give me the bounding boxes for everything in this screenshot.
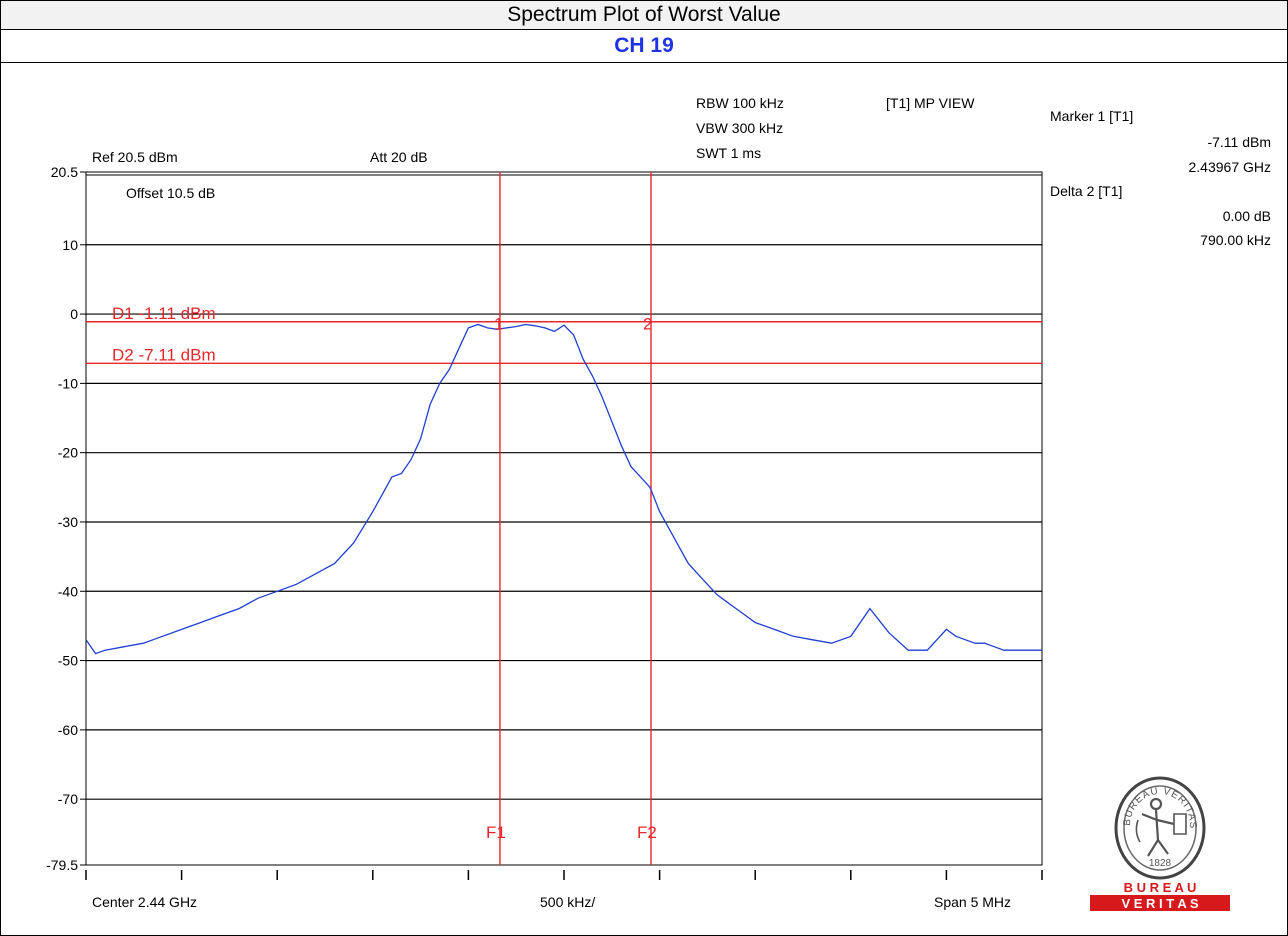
offset-label: Offset 10.5 dB [126, 185, 215, 201]
grid-lines [86, 174, 1042, 800]
delta2-title: Delta 2 [T1] [1050, 183, 1122, 199]
display-line-label: D2 -7.11 dBm [112, 345, 216, 364]
y-tick-label: -70 [58, 791, 78, 807]
marker-label: 1 [494, 314, 503, 333]
frequency-line-label: F2 [637, 823, 657, 842]
ref-level-label: Ref 20.5 dBm [92, 149, 178, 165]
channel-label: CH 19 [1, 30, 1287, 63]
plot-border [85, 171, 1043, 866]
y-axis-ticks: 20.5 10 0 -10 -20 -30 -40 -50 -60 -70 -79.5 [46, 164, 86, 873]
marker1-level: -7.11 dBm [1207, 134, 1271, 150]
rbw-label: RBW 100 kHz [696, 95, 784, 111]
marker1-frequency: 2.43967 GHz [1189, 159, 1272, 175]
center-frequency-label: Center 2.44 GHz [92, 894, 197, 910]
frequency-line-label: F1 [486, 823, 506, 842]
y-tick-label: 10 [62, 237, 78, 253]
marker-label: 2 [643, 314, 652, 333]
trace-line [85, 323, 1042, 655]
y-tick-label: -50 [58, 653, 78, 669]
display-lines: D1 -1.11 dBm D2 -7.11 dBm [86, 304, 1042, 364]
per-division-label: 500 kHz/ [540, 894, 595, 910]
frequency-lines: F1 F2 [486, 172, 657, 865]
y-tick-label: 0 [70, 306, 78, 322]
page-title: Spectrum Plot of Worst Value [1, 1, 1287, 30]
swt-label: SWT 1 ms [696, 145, 761, 161]
seal-year: 1828 [1149, 858, 1172, 869]
logo-top-band [1090, 880, 1230, 895]
y-tick-label: -20 [58, 445, 78, 461]
logo-word-bureau: B U R E A U [1124, 880, 1197, 895]
logo-word-veritas: V E R I T A S [1121, 896, 1198, 911]
bureau-veritas-logo: BUREAU VERITAS 1828 B U R E A U V E R I … [1090, 776, 1230, 911]
view-mode-label: [T1] MP VIEW [886, 95, 975, 111]
delta2-level: 0.00 dB [1223, 208, 1271, 224]
y-tick-label: 20.5 [51, 164, 78, 180]
logo-bottom-band [1090, 895, 1230, 911]
delta2-frequency: 790.00 kHz [1200, 232, 1271, 248]
attenuation-label: Att 20 dB [370, 149, 428, 165]
seal-inner-ring [1123, 785, 1197, 871]
y-tick-label: -30 [58, 514, 78, 530]
y-tick-label: -79.5 [46, 857, 78, 873]
marker1-title: Marker 1 [T1] [1050, 108, 1133, 124]
vbw-label: VBW 300 kHz [696, 120, 783, 136]
seal-figure-icon [1135, 797, 1187, 857]
x-axis-ticks [85, 870, 1043, 880]
y-tick-label: -10 [58, 375, 78, 391]
span-label: Span 5 MHz [934, 894, 1011, 910]
y-tick-label: -40 [58, 583, 78, 599]
y-tick-label: -60 [58, 722, 78, 738]
display-line-label: D1 -1.11 dBm [112, 304, 216, 323]
